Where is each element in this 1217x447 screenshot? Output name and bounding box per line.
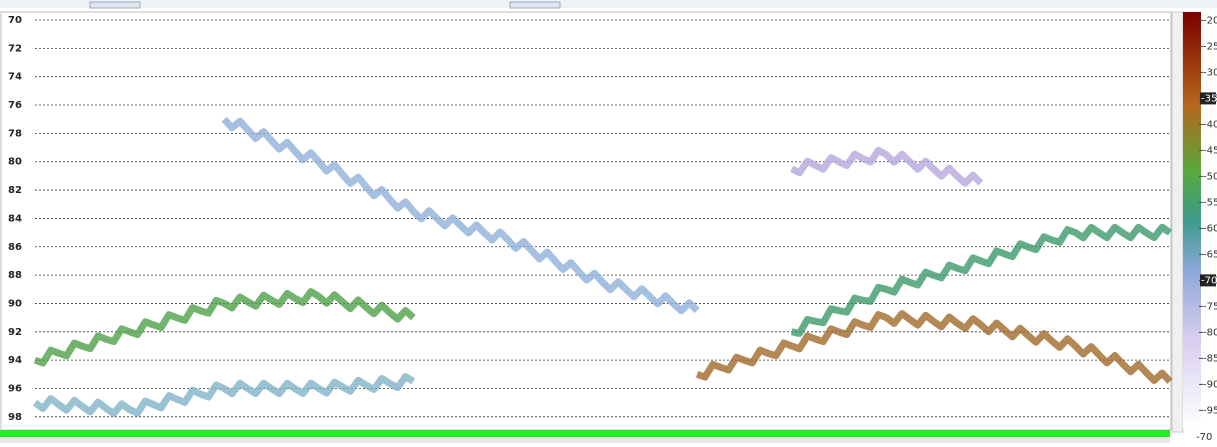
y-tick-label: 76	[8, 100, 22, 111]
trace	[221, 116, 700, 315]
colorbar-marker	[1200, 274, 1216, 287]
y-tick-label: 70	[8, 15, 22, 26]
colorbar-marker	[1200, 92, 1216, 105]
y-tick-label: 82	[8, 185, 22, 196]
y-tick-label: 90	[8, 298, 22, 309]
y-tick-label: 92	[8, 327, 22, 338]
y-tick-label: 98	[8, 412, 22, 423]
colorbar-label: -40	[1203, 119, 1217, 130]
colorbar-label: -75	[1203, 301, 1217, 312]
trace	[790, 223, 1172, 337]
colorbar-label: -85	[1203, 353, 1217, 364]
colorbar-marker-label: -35	[1201, 93, 1217, 104]
y-tick-label: 88	[8, 270, 22, 281]
scrollbar[interactable]	[1171, 11, 1184, 433]
colorbar-label: -20	[1203, 15, 1217, 26]
h-scrollbar[interactable]	[0, 437, 1170, 443]
colorbar-label: -45	[1203, 145, 1217, 156]
colorbar-label: -65	[1203, 249, 1217, 260]
colorbar-label: -90	[1203, 379, 1217, 390]
toolbar-button[interactable]	[509, 1, 561, 9]
trace	[695, 310, 1173, 384]
colorbar-label: -55	[1203, 197, 1217, 208]
y-tick-label: 96	[8, 383, 22, 394]
trace	[32, 373, 416, 418]
colorbar-label: -30	[1203, 67, 1217, 78]
trace	[33, 288, 416, 367]
colorbar-floor: -70	[1196, 432, 1212, 443]
y-tick-label: 94	[8, 355, 22, 366]
colorbar-label: -60	[1203, 223, 1217, 234]
colorbar	[1183, 12, 1201, 428]
colorbar-label: -50	[1203, 171, 1217, 182]
colorbar-marker-label: -70	[1201, 275, 1217, 286]
trace	[790, 146, 984, 187]
toolbar-button[interactable]	[89, 1, 141, 9]
y-tick-label: 84	[8, 213, 22, 224]
y-tick-label: 78	[8, 128, 22, 139]
colorbar-label: -25	[1203, 41, 1217, 52]
y-tick-label: 72	[8, 43, 22, 54]
y-tick-label: 74	[8, 72, 22, 83]
toolbar	[0, 0, 1217, 8]
colorbar-label: -80	[1203, 327, 1217, 338]
colorbar-label: -95	[1203, 405, 1217, 416]
status-bar	[0, 430, 1170, 437]
y-tick-label: 80	[8, 157, 22, 168]
y-tick-label: 86	[8, 242, 22, 253]
plot-area	[0, 11, 1172, 431]
